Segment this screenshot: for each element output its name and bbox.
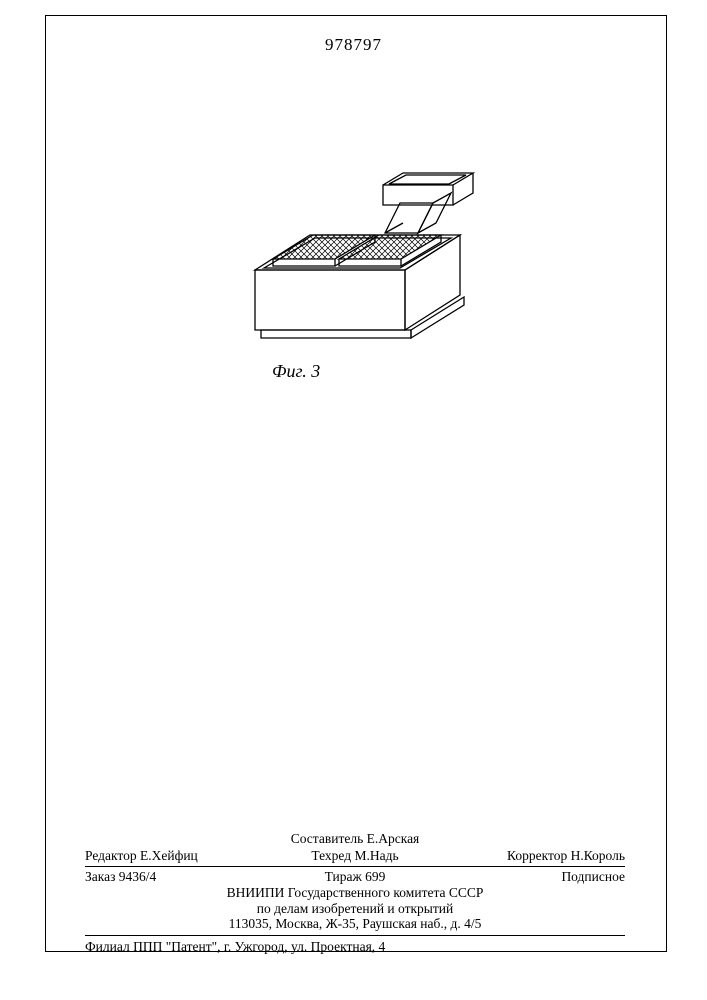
org-line-1: ВНИИПИ Государственного комитета СССР bbox=[85, 885, 625, 901]
document-number: 978797 bbox=[0, 35, 707, 55]
podpisnoe: Подписное bbox=[561, 869, 625, 885]
compiler-line: Составитель Е.Арская bbox=[85, 831, 625, 847]
org-line-2: по делам изобретений и открытий bbox=[85, 901, 625, 917]
separator-2 bbox=[85, 935, 625, 936]
branch-line: Филиал ППП "Патент", г. Ужгород, ул. Про… bbox=[85, 939, 625, 955]
separator-1 bbox=[85, 866, 625, 867]
figure-3-drawing bbox=[235, 155, 495, 355]
tirazh: Тираж 699 bbox=[85, 869, 625, 885]
corrector: Корректор Н.Король bbox=[507, 848, 625, 864]
address-line: 113035, Москва, Ж-35, Раушская наб., д. … bbox=[85, 916, 625, 932]
figure-label: Фиг. 3 bbox=[272, 361, 320, 382]
